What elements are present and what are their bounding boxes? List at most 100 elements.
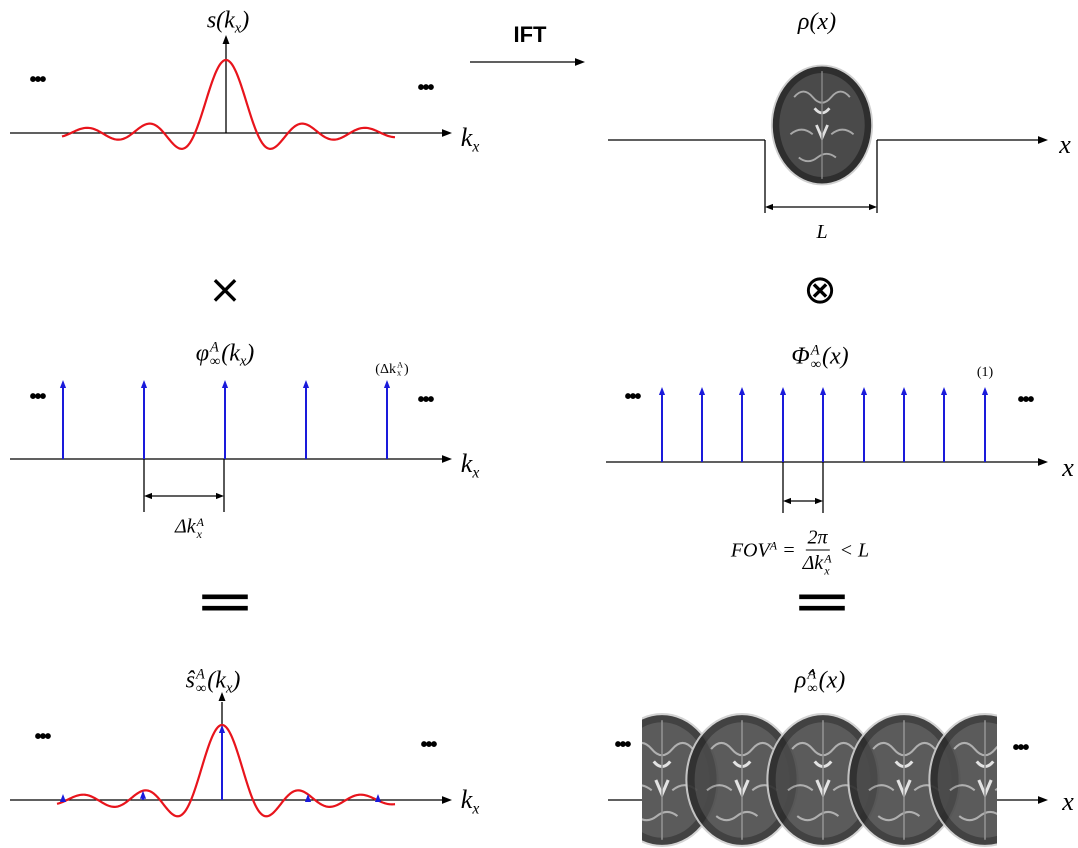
math-text: k	[460, 448, 473, 478]
ellipsis: •••	[1017, 389, 1034, 411]
equals: =	[194, 569, 256, 634]
subscript: x	[472, 800, 480, 818]
subscript: x	[824, 563, 830, 578]
math-text: ŝ	[185, 667, 196, 694]
subscript: x	[196, 527, 202, 541]
script-stack: A ∞	[807, 667, 817, 696]
superscript: A	[196, 666, 205, 683]
sinc-curve	[56, 723, 396, 818]
math-text: < L	[834, 539, 870, 562]
math-text: (x)	[818, 667, 846, 694]
ellipsis: •••	[29, 386, 46, 408]
math-text: )	[241, 7, 250, 34]
formula: φ A ∞ (kx)	[195, 339, 255, 370]
arrowhead	[59, 380, 67, 388]
brain-tiles	[642, 713, 1078, 848]
arrowhead	[383, 380, 391, 388]
arrowhead	[698, 387, 706, 395]
math-text: φ	[195, 340, 209, 367]
numerator: 2π	[805, 526, 830, 551]
arrowhead	[442, 129, 452, 137]
formula: ρ(x)	[798, 10, 836, 34]
subscript: x	[396, 369, 402, 378]
subscript: ∞	[810, 357, 821, 373]
math-text: 2π	[807, 526, 828, 549]
subscript: x	[472, 464, 480, 482]
formula: s(kx)	[207, 8, 249, 35]
arrowhead	[658, 387, 666, 395]
math-text: s(k	[206, 7, 235, 34]
arrowhead	[981, 387, 989, 395]
math-text: (k	[207, 667, 226, 694]
spike-label: (1)	[977, 366, 993, 380]
math-text: ρ(x)	[797, 9, 837, 35]
superscript: A	[209, 339, 219, 356]
math-text: Δk	[802, 552, 824, 575]
arrowhead	[304, 794, 312, 802]
formula: ŝ A ∞ (kx)	[185, 666, 241, 697]
subscript: x	[239, 353, 247, 370]
arrowhead	[139, 790, 147, 799]
math-text: )	[246, 340, 255, 367]
arrowhead	[575, 58, 585, 66]
arrowhead	[216, 492, 224, 500]
math-text: Δk	[175, 515, 196, 538]
arrowhead	[374, 794, 382, 802]
ellipsis: •••	[1012, 737, 1029, 759]
sinc-curve	[61, 58, 396, 150]
arrowhead	[442, 455, 452, 463]
formula: ρ̂ A ∞ (x)	[795, 667, 846, 696]
math-text: )	[404, 362, 409, 378]
axis-label: kx	[460, 448, 480, 482]
arrowhead	[940, 387, 948, 395]
script-stack: A ∞	[810, 343, 821, 373]
ellipsis: •••	[417, 77, 434, 99]
arrowhead	[218, 725, 226, 733]
arrowhead	[815, 497, 823, 505]
ellipsis: •••	[34, 726, 51, 748]
math-text: x	[1062, 787, 1074, 816]
superscript: A	[769, 538, 778, 553]
math-text: =	[777, 539, 801, 562]
formula: Φ A ∞ (x)	[791, 343, 849, 373]
ellipsis: •••	[420, 734, 437, 756]
axis-label: x	[1062, 455, 1074, 481]
math-text: x	[1062, 453, 1074, 482]
axis-label: kx	[460, 122, 479, 155]
arrowhead	[218, 692, 226, 701]
math-text: (Δk	[375, 362, 396, 378]
math-text: (k	[221, 340, 240, 367]
math-text: FOV	[730, 539, 770, 562]
superscript: A	[196, 515, 204, 529]
subscript: x	[225, 680, 233, 697]
math-text: Φ	[791, 343, 810, 370]
arrowhead	[819, 387, 827, 395]
math-text: k	[460, 122, 473, 152]
axis-label: x	[1062, 789, 1074, 815]
subscript: x	[234, 20, 242, 37]
subscript: ∞	[196, 681, 207, 697]
operator: ⊗	[803, 267, 837, 313]
brain-tile	[1009, 714, 1078, 846]
arrowhead	[302, 380, 310, 388]
arrowhead	[1038, 136, 1048, 144]
equals: =	[791, 569, 853, 634]
arrowhead	[783, 497, 791, 505]
arrowhead	[779, 387, 787, 395]
math-text: (x)	[821, 343, 849, 370]
arrowhead	[140, 380, 148, 388]
math-text: )	[232, 667, 241, 694]
axis-label: kx	[461, 786, 480, 818]
superscript: A	[396, 360, 404, 370]
arrowhead	[1038, 458, 1048, 466]
subscript: ∞	[209, 354, 221, 370]
arrowhead	[442, 796, 452, 804]
arrowhead	[900, 387, 908, 395]
